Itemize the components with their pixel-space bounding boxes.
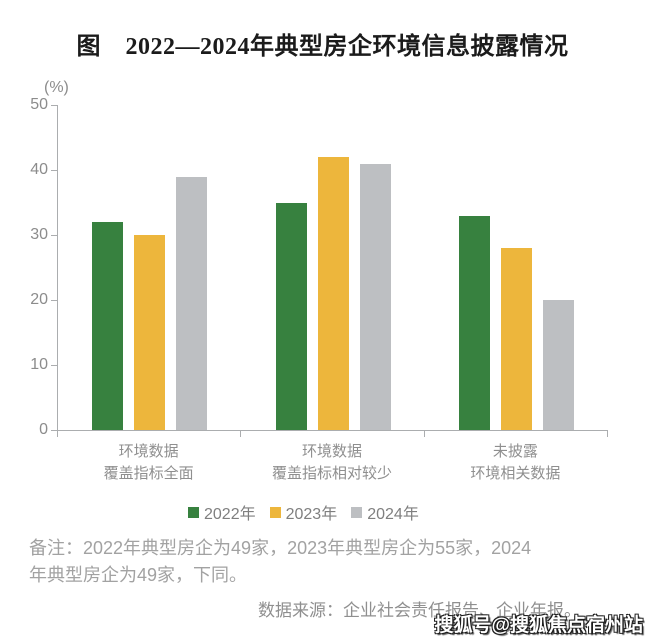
footnote-line-1: 备注：2022年典型房企为49家，2023年典型房企为55家，2024: [29, 538, 532, 558]
bar-2024年-group3: [542, 300, 574, 430]
x-category-label-line: 环境数据: [301, 443, 362, 460]
legend-swatch: [351, 506, 363, 518]
data-source: 数据来源：企业社会责任报告、企业年报。: [258, 601, 581, 620]
legend-swatch: [269, 506, 281, 518]
x-category-label-line: 覆盖指标相对较少: [271, 465, 392, 482]
x-tick-mark: [607, 431, 608, 437]
footnote-line-2: 年典型房企为49家，下同。: [29, 565, 248, 585]
plot-area: [57, 105, 608, 431]
legend-item-2022年: 2022年: [188, 500, 256, 524]
chart-title: 图 2022—2024年典型房企环境信息披露情况: [76, 34, 569, 60]
y-tick-mark: [51, 105, 57, 106]
bar-2024年-group2: [359, 163, 391, 430]
x-category-label: 环境数据覆盖指标相对较少: [240, 441, 423, 485]
y-axis-unit-label: (%): [44, 79, 69, 96]
x-category-label-line: 未披露: [492, 443, 538, 460]
x-category-label-line: 环境数据: [118, 443, 179, 460]
legend-item-2023年: 2023年: [269, 500, 338, 524]
y-tick-label: 30: [30, 226, 48, 243]
y-tick-mark: [51, 430, 57, 431]
legend-item-2024年: 2024年: [351, 500, 419, 524]
x-tick-mark: [57, 431, 58, 437]
y-tick-label: 50: [30, 96, 48, 113]
chart-legend: 2022年 2023年 2024年: [188, 500, 419, 524]
bar-2023年-group3: [500, 248, 532, 430]
x-category-label-line: 环境相关数据: [470, 465, 561, 482]
bar-2022年-group3: [458, 215, 490, 430]
y-tick-mark: [51, 365, 57, 366]
y-tick-label: 40: [30, 161, 48, 178]
x-category-label: 环境数据覆盖指标全面: [57, 441, 240, 485]
y-tick-label: 20: [30, 291, 48, 308]
y-tick-mark: [51, 300, 57, 301]
bar-2022年-group1: [92, 222, 124, 430]
y-tick-label: 0: [39, 421, 48, 438]
bar-2023年-group1: [134, 235, 166, 430]
x-category-label: 未披露 环境相关数据: [424, 441, 607, 485]
y-tick-mark: [51, 170, 57, 171]
x-tick-mark: [240, 431, 242, 437]
watermark: 搜狐号@搜狐焦点宿州站: [434, 615, 643, 636]
bar-2024年-group1: [176, 176, 208, 430]
y-tick-label: 10: [30, 356, 48, 373]
legend-swatch: [188, 506, 199, 518]
footnote: 备注：2022年典型房企为49家，2023年典型房企为55家，2024 年典型房…: [29, 535, 629, 589]
legend-label: 2022年: [204, 506, 256, 523]
bar-2022年-group2: [275, 202, 307, 430]
bar-2023年-group2: [317, 157, 349, 430]
legend-label: 2023年: [285, 506, 338, 523]
x-category-label-line: 覆盖指标全面: [103, 465, 194, 482]
y-tick-mark: [51, 235, 57, 236]
x-tick-mark: [423, 431, 425, 437]
legend-label: 2024年: [367, 506, 419, 523]
